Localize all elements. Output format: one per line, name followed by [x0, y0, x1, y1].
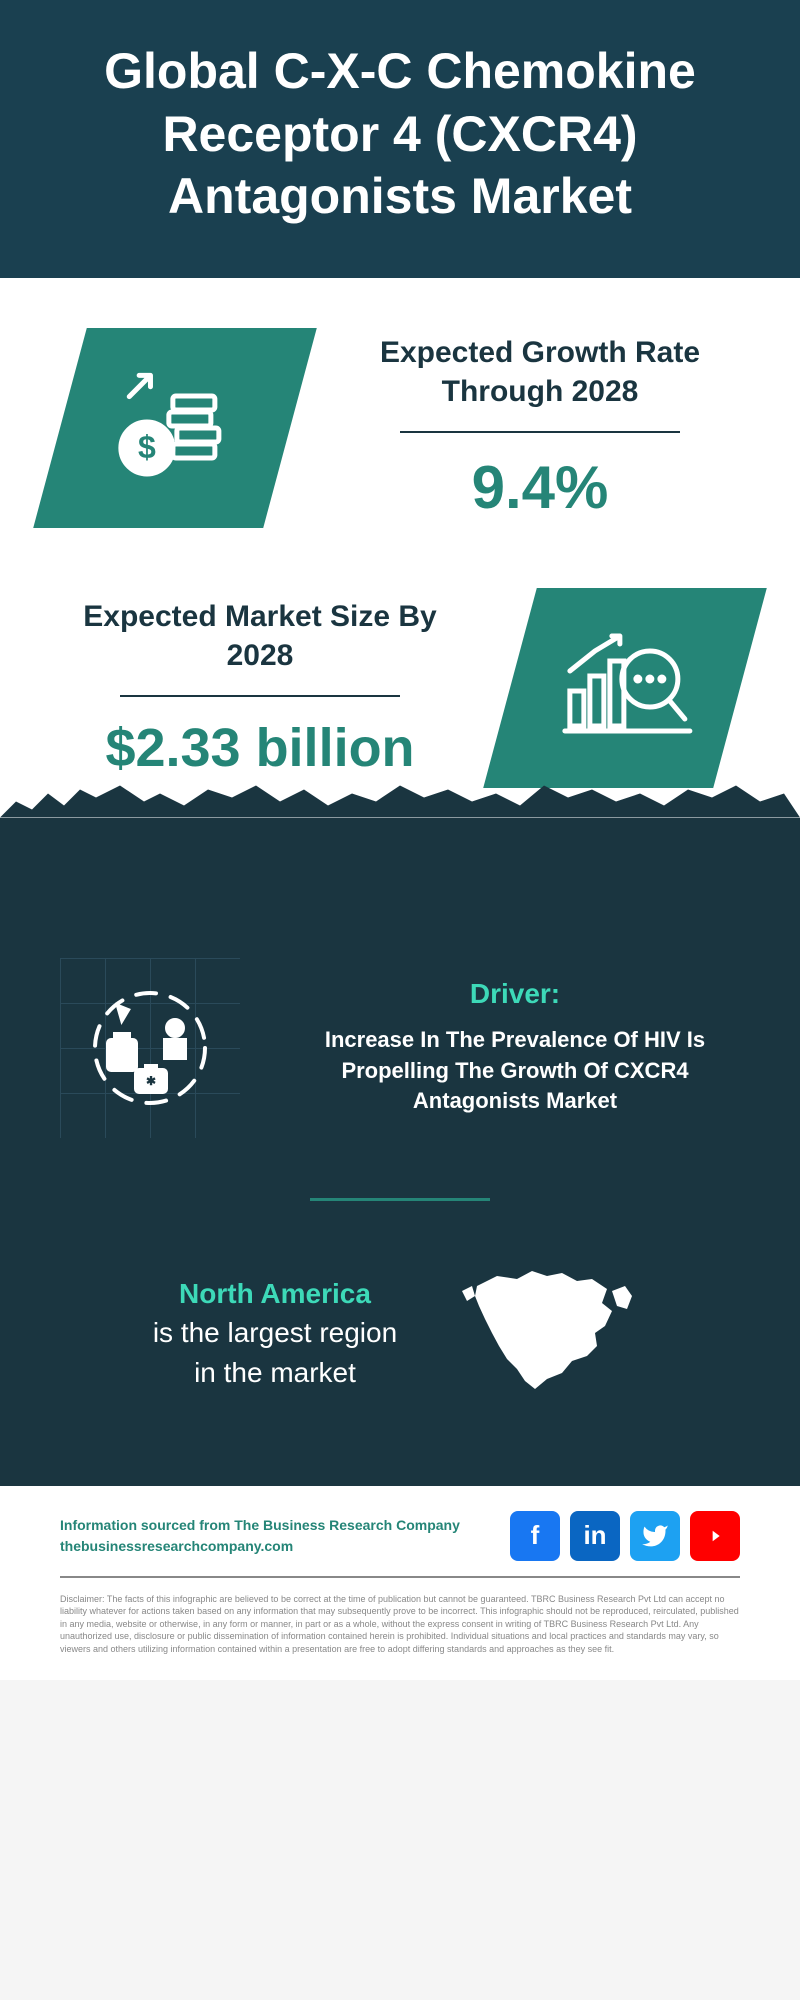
region-highlight: North America: [153, 1274, 397, 1313]
source-line1: Information sourced from The Business Re…: [60, 1515, 460, 1536]
medical-kit-icon: ✱: [60, 958, 240, 1138]
driver-label: Driver:: [290, 978, 740, 1010]
market-size-label: Expected Market Size By 2028: [60, 597, 460, 675]
source-line2: thebusinessresearchcompany.com: [60, 1536, 460, 1557]
youtube-icon[interactable]: [690, 1511, 740, 1561]
growth-icon-shape: $: [33, 328, 317, 528]
svg-text:✱: ✱: [146, 1074, 156, 1088]
divider: [400, 431, 680, 433]
social-icons: f in: [510, 1511, 740, 1561]
driver-icon-container: ✱: [60, 958, 240, 1138]
driver-row: ✱ Driver: Increase In The Prevalence Of …: [60, 958, 740, 1138]
linkedin-icon[interactable]: in: [570, 1511, 620, 1561]
page-title: Global C-X-C Chemokine Receptor 4 (CXCR4…: [60, 40, 740, 228]
driver-body: Increase In The Prevalence Of HIV Is Pro…: [290, 1025, 740, 1117]
footer: Information sourced from The Business Re…: [0, 1486, 800, 1681]
source-text: Information sourced from The Business Re…: [60, 1515, 460, 1557]
divider: [120, 695, 400, 697]
twitter-icon[interactable]: [630, 1511, 680, 1561]
footer-divider: [60, 1576, 740, 1578]
teal-divider: [310, 1198, 490, 1201]
market-icon-shape: [483, 588, 767, 788]
facebook-icon[interactable]: f: [510, 1511, 560, 1561]
skyline-graphic: [0, 818, 800, 938]
north-america-map-icon: [447, 1261, 647, 1406]
chart-magnify-icon: [550, 610, 700, 765]
growth-rate-row: $ Expected Growth Rate Through 2028 9.4%: [60, 328, 740, 528]
disclaimer-text: Disclaimer: The facts of this infographi…: [60, 1593, 740, 1656]
driver-text: Driver: Increase In The Prevalence Of HI…: [290, 978, 740, 1117]
region-line1: is the largest region: [153, 1313, 397, 1352]
infographic-container: Global C-X-C Chemokine Receptor 4 (CXCR4…: [0, 0, 800, 1680]
footer-top: Information sourced from The Business Re…: [60, 1511, 740, 1561]
header-banner: Global C-X-C Chemokine Receptor 4 (CXCR4…: [0, 0, 800, 278]
market-size-row: Expected Market Size By 2028 $2.33 billi…: [60, 588, 740, 788]
market-size-value: $2.33 billion: [60, 717, 460, 779]
growth-rate-text: Expected Growth Rate Through 2028 9.4%: [340, 333, 740, 522]
stat-section-1: $ Expected Growth Rate Through 2028 9.4%: [0, 278, 800, 578]
region-line2: in the market: [153, 1353, 397, 1392]
dark-section: ✱ Driver: Increase In The Prevalence Of …: [0, 938, 800, 1486]
region-row: North America is the largest region in t…: [60, 1261, 740, 1406]
market-size-text: Expected Market Size By 2028 $2.33 billi…: [60, 597, 460, 779]
svg-text:$: $: [138, 428, 156, 464]
money-growth-icon: $: [105, 355, 245, 500]
growth-rate-value: 9.4%: [340, 453, 740, 522]
growth-rate-label: Expected Growth Rate Through 2028: [340, 333, 740, 411]
region-text: North America is the largest region in t…: [153, 1274, 397, 1392]
